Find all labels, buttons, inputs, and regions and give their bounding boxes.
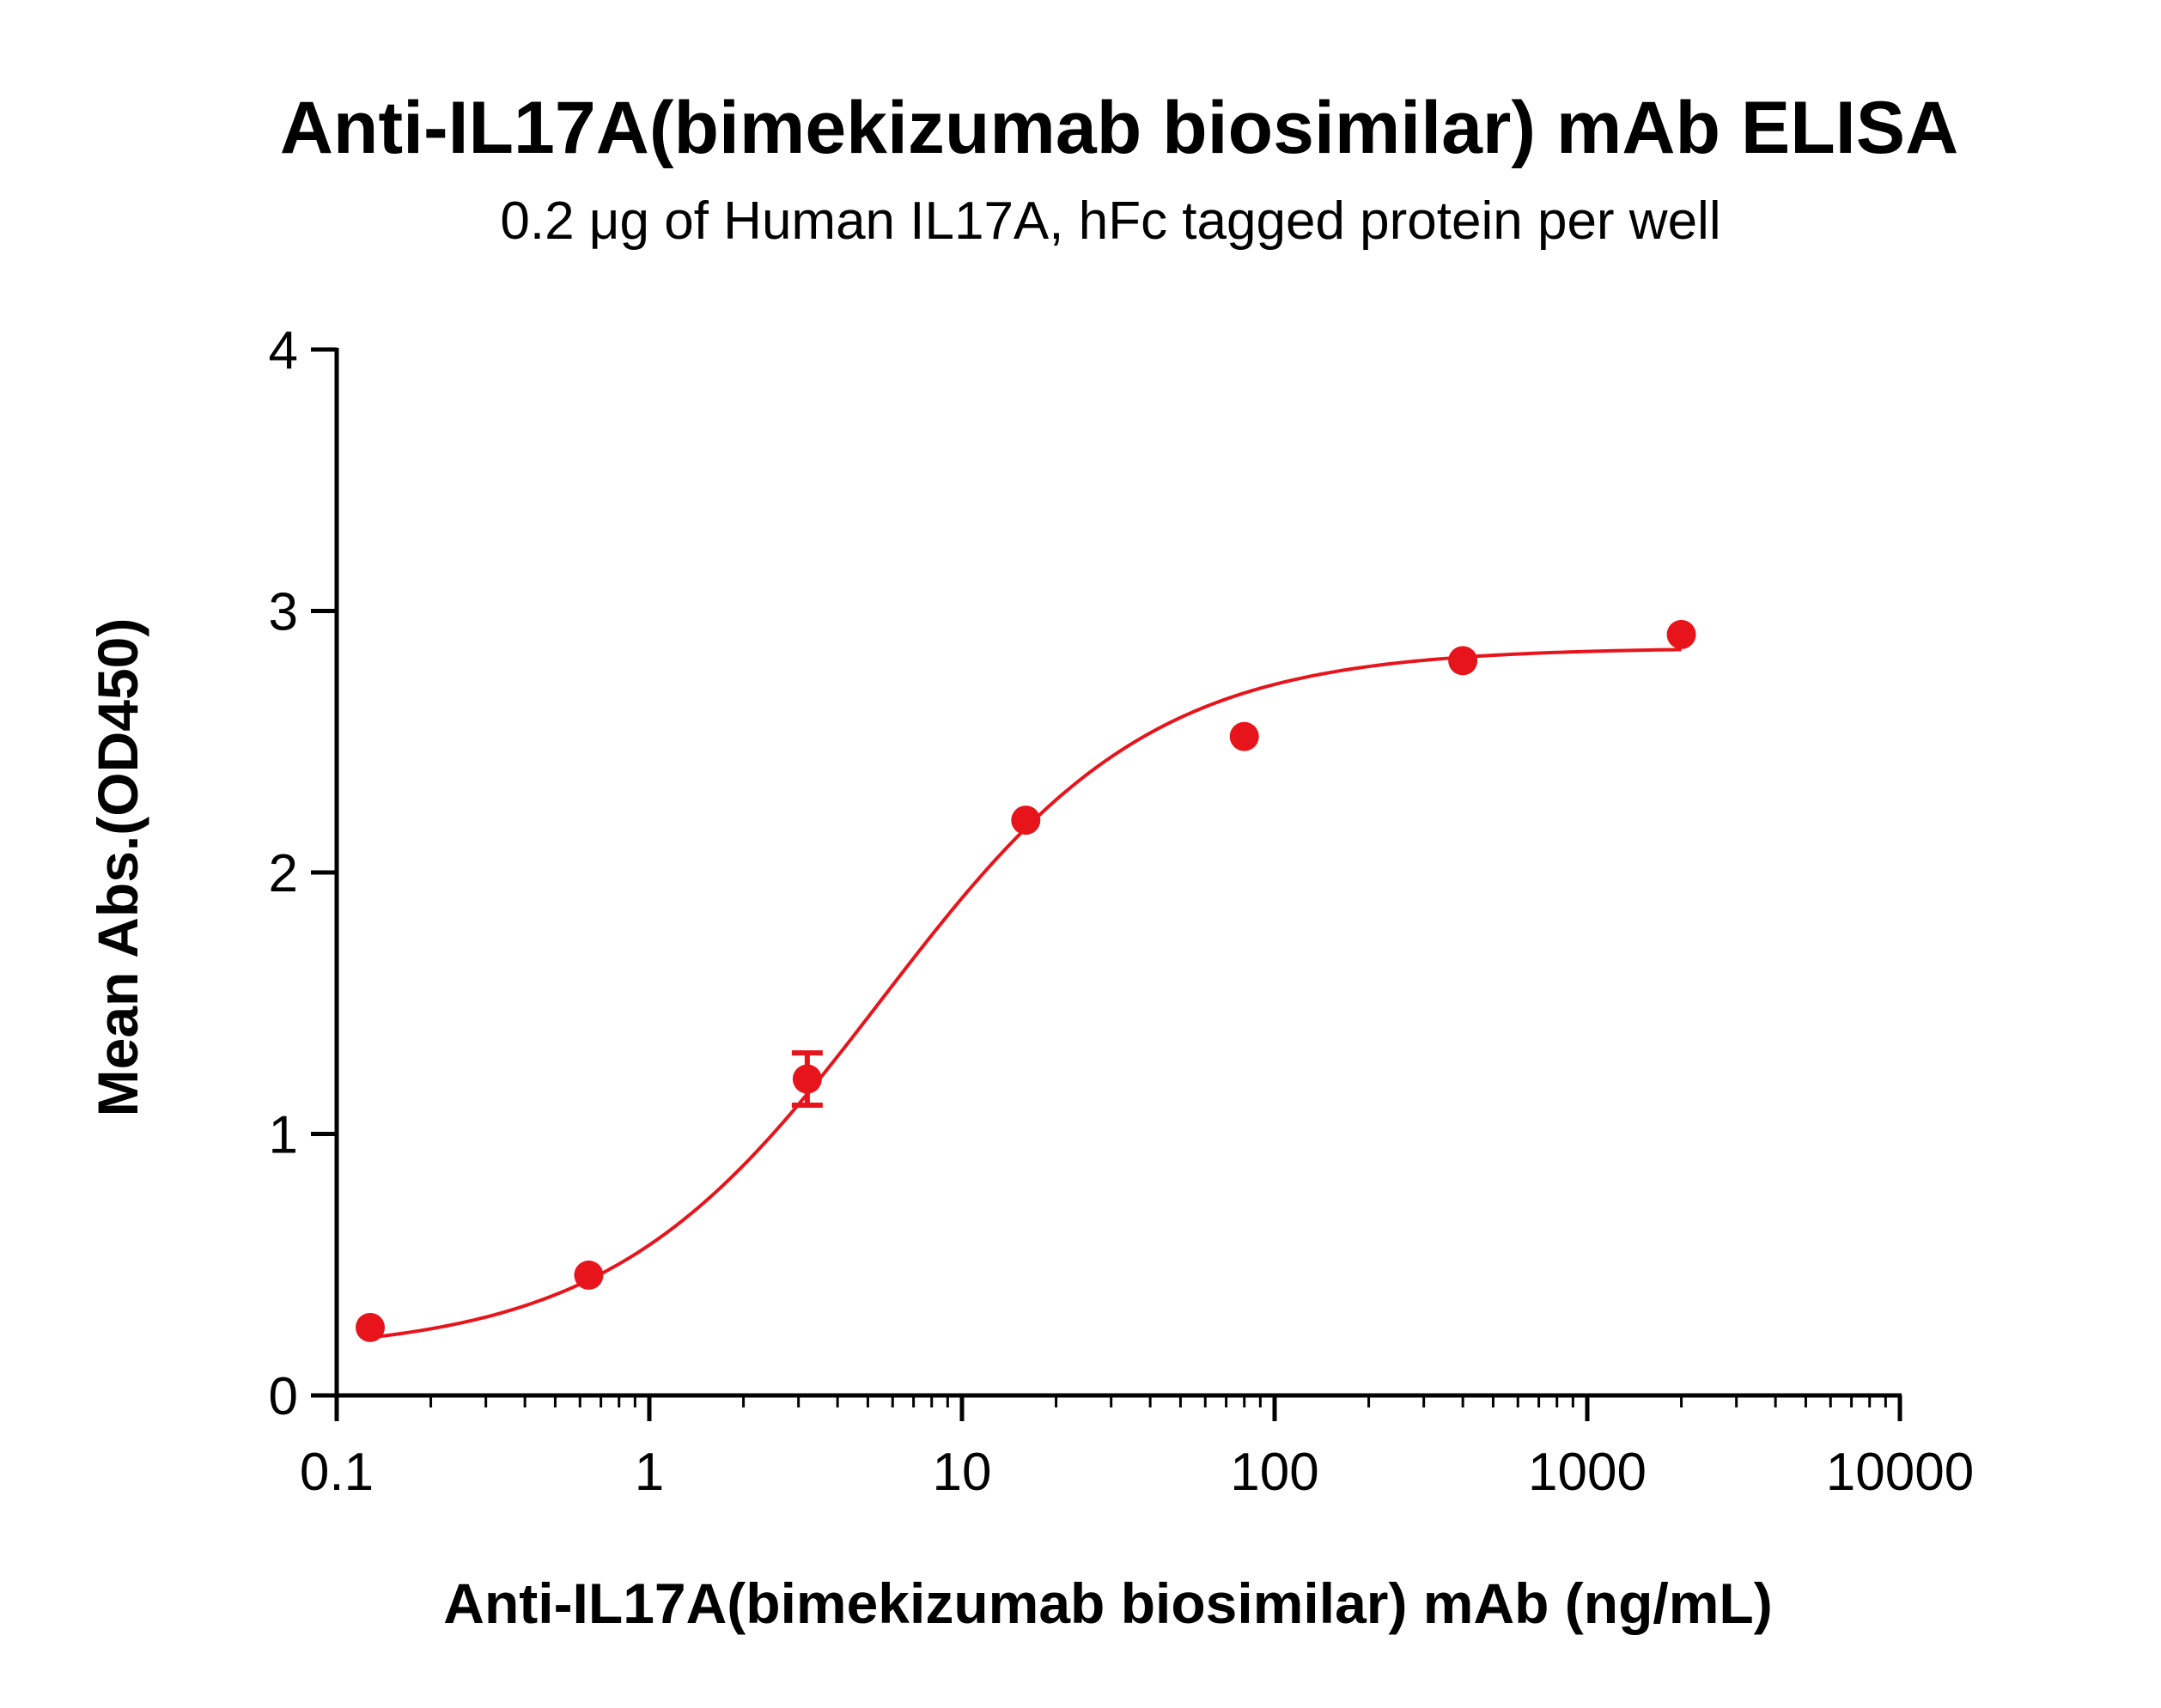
fit-curve bbox=[369, 647, 1682, 1340]
y-tick-label: 4 bbox=[269, 321, 298, 380]
data-point bbox=[792, 1064, 822, 1094]
y-axis-label: Mean Abs.(OD450) bbox=[86, 618, 149, 1117]
x-tick-label: 10 bbox=[933, 1443, 992, 1502]
data-point bbox=[574, 1260, 604, 1290]
data-point bbox=[1011, 805, 1041, 836]
y-tick-label: 0 bbox=[269, 1367, 298, 1426]
x-axis: 0.1 1 10 100 1000 10000 bbox=[300, 1393, 1974, 1502]
y-tick-label: 2 bbox=[269, 844, 298, 903]
data-point bbox=[1448, 646, 1478, 676]
x-tick-label: 0.1 bbox=[300, 1443, 374, 1502]
y-tick-label: 3 bbox=[269, 583, 298, 642]
data-point bbox=[356, 1312, 386, 1342]
y-axis: 0 1 2 3 4 bbox=[269, 321, 339, 1426]
x-tick-label: 1 bbox=[635, 1443, 664, 1502]
x-tick-label: 10000 bbox=[1826, 1443, 1974, 1502]
chart-title: Anti-IL17A(bimekizumab biosimilar) mAb E… bbox=[280, 87, 1958, 169]
x-axis-label: Anti-IL17A(bimekizumab biosimilar) mAb (… bbox=[443, 1571, 1772, 1635]
data-point bbox=[1229, 721, 1259, 751]
data-points bbox=[356, 619, 1696, 1342]
data-point bbox=[1666, 619, 1696, 649]
chart-subtitle: 0.2 μg of Human IL17A, hFc tagged protei… bbox=[500, 191, 1720, 251]
y-tick-label: 1 bbox=[269, 1106, 298, 1165]
x-tick-label: 1000 bbox=[1528, 1443, 1647, 1502]
x-tick-label: 100 bbox=[1230, 1443, 1318, 1502]
